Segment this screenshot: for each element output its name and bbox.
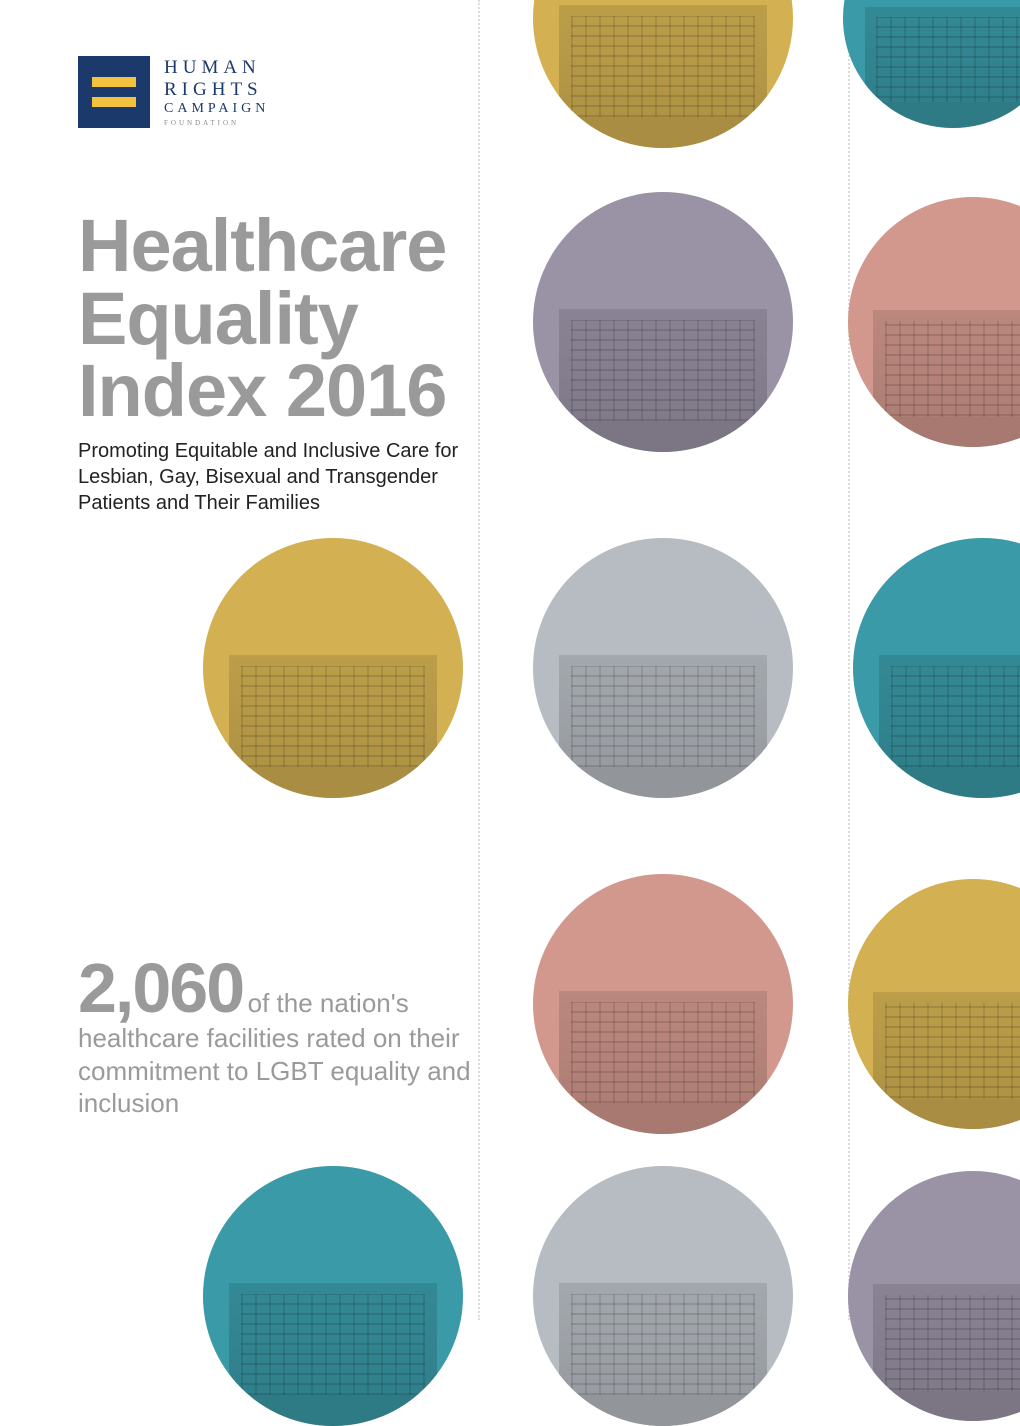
hospital-circle (533, 1166, 793, 1426)
hospital-circle (848, 197, 1020, 447)
stat-block: 2,060 of the nation's healthcare facilit… (78, 948, 478, 1120)
hospital-circle (203, 538, 463, 798)
stat-number: 2,060 (78, 948, 243, 1028)
hospital-circle (203, 1166, 463, 1426)
report-cover-page: HUMAN RIGHTS CAMPAIGN FOUNDATION Healthc… (0, 0, 1020, 1320)
hospital-circle (848, 1171, 1020, 1421)
hospital-circle (853, 538, 1020, 798)
title-line3: Index 2016 (78, 349, 446, 432)
title-line1: Healthcare (78, 204, 446, 287)
title-block: Healthcare Equality Index 2016 Promoting… (78, 210, 498, 516)
stat-first-line: 2,060 of the nation's (78, 948, 478, 1028)
logo-text-line3: CAMPAIGN (164, 101, 269, 117)
logo-text-line1: HUMAN (164, 57, 269, 79)
report-title: Healthcare Equality Index 2016 (78, 210, 498, 428)
logo-text-line2: RIGHTS (164, 79, 269, 101)
stat-lead-text: of the nation's (248, 988, 409, 1018)
hospital-circle (843, 0, 1020, 128)
title-line2: Equality (78, 277, 358, 360)
hospital-circle (533, 874, 793, 1134)
hrc-foundation-logo: HUMAN RIGHTS CAMPAIGN FOUNDATION (78, 56, 269, 128)
hrc-equality-mark-icon (78, 56, 150, 128)
report-subtitle: Promoting Equitable and Inclusive Care f… (78, 438, 478, 516)
logo-text-line4: FOUNDATION (164, 119, 269, 127)
hospital-circle (533, 192, 793, 452)
hospital-circle (533, 0, 793, 148)
hrc-logo-text: HUMAN RIGHTS CAMPAIGN FOUNDATION (164, 57, 269, 127)
stat-rest-text: healthcare facilities rated on their com… (78, 1022, 478, 1120)
hospital-circle (848, 879, 1020, 1129)
vertical-divider-1 (478, 0, 480, 1320)
hospital-circle (533, 538, 793, 798)
